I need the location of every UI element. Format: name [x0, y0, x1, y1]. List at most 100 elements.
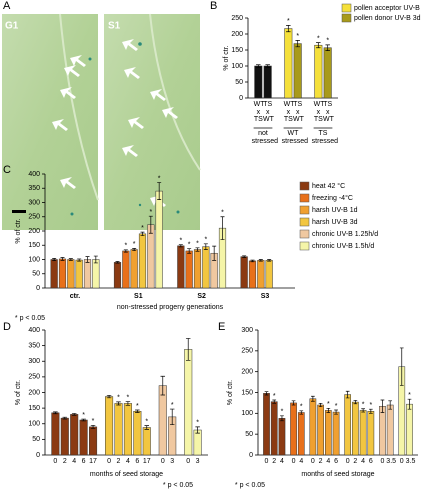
error-bar: [295, 40, 300, 48]
footnote: * p < 0.05: [235, 482, 265, 489]
error-bar: [264, 391, 269, 396]
bar: [130, 249, 138, 289]
legend-swatch: [299, 217, 310, 227]
y-tick-label: 200: [241, 369, 253, 376]
significance-marker: *: [92, 418, 95, 425]
x-tick-label: S3: [261, 293, 270, 300]
error-bar: [62, 416, 68, 420]
y-tick-label: 50: [245, 431, 253, 438]
y-tick-label: 300: [241, 327, 253, 334]
group-label: TS stressed: [311, 130, 339, 145]
bar: [263, 393, 270, 456]
bar: [359, 410, 367, 456]
photo-label: S1: [108, 21, 121, 32]
legend-swatch: [341, 13, 352, 23]
y-tick-label: 100: [231, 63, 243, 70]
error-bar: [286, 25, 291, 33]
panel-label: D: [3, 321, 11, 333]
x-tick-label: 3.5: [386, 458, 397, 465]
x-tick-label: 4: [326, 458, 331, 465]
significance-marker: *: [179, 238, 182, 245]
error-bar: [195, 247, 200, 252]
significance-marker: *: [281, 409, 284, 416]
y-tick-label: 300: [28, 199, 40, 206]
bar: [240, 256, 248, 289]
error-bar: [368, 408, 373, 414]
y-tick-label: 0: [239, 95, 243, 102]
bar: [323, 47, 332, 99]
significance-marker: *: [188, 242, 191, 249]
x-tick-label: 0: [291, 458, 296, 465]
significance-marker: *: [136, 403, 139, 410]
error-bar: [291, 400, 296, 406]
significance-marker: *: [362, 402, 365, 409]
x-tick-label: 2: [353, 458, 358, 465]
bar: [185, 250, 193, 289]
significance-marker: *: [287, 18, 290, 25]
x-tick-label: 6: [368, 458, 373, 465]
error-bar: [399, 347, 404, 386]
bar: [75, 259, 83, 289]
legend-label: chronic UV-B 1.25h/d: [312, 231, 378, 238]
panel-label: B: [210, 0, 217, 12]
photo-label: G1: [5, 21, 19, 32]
bar: [352, 401, 359, 456]
error-bar: [135, 409, 140, 413]
significance-marker: *: [196, 241, 199, 248]
significance-marker: *: [127, 394, 130, 401]
error-bar: [85, 256, 90, 263]
error-bar: [106, 394, 112, 399]
y-tick-label: 100: [28, 421, 40, 428]
significance-marker: *: [221, 210, 224, 217]
bar: [248, 260, 257, 289]
footnote: * p < 0.05: [163, 482, 193, 489]
error-bar: [272, 399, 277, 404]
error-bar: [325, 44, 330, 51]
panel-label: A: [3, 0, 11, 12]
y-tick-label: 200: [28, 389, 40, 396]
x-tick-label: WT x TS: [313, 101, 325, 123]
error-bar: [203, 243, 208, 250]
y-tick-label: 150: [241, 389, 253, 396]
photo: [2, 14, 98, 230]
bar: [123, 403, 132, 456]
error-bar: [388, 400, 393, 410]
bar: [113, 262, 122, 289]
legend-label: harsh UV-B 1d: [312, 207, 358, 214]
y-tick-label: 0: [36, 285, 40, 292]
bar: [263, 65, 272, 99]
significance-marker: *: [196, 420, 199, 427]
error-bar: [144, 425, 150, 430]
error-bar: [345, 390, 350, 399]
x-tick-label: 4: [299, 458, 304, 465]
error-bar: [195, 426, 200, 434]
error-bar: [250, 259, 255, 263]
footnote: * p < 0.05: [15, 315, 45, 322]
legend-label: pollen acceptor UV-B 3d: [354, 5, 422, 12]
error-bar: [242, 255, 247, 258]
legend-label: harsh UV-B 3d: [312, 219, 358, 226]
error-bar: [299, 410, 304, 415]
y-tick-label: 150: [231, 47, 243, 54]
significance-marker: *: [171, 402, 174, 409]
error-bar: [93, 255, 98, 264]
x-tick-label: 4: [280, 458, 284, 465]
scale-bar: [12, 210, 26, 213]
bar: [184, 349, 193, 456]
error-bar: [267, 259, 272, 262]
x-tick-label: TS x WT: [323, 101, 334, 123]
bar: [379, 406, 386, 456]
y-tick-label: 50: [32, 271, 40, 278]
error-bar: [71, 413, 77, 416]
error-bar: [148, 215, 153, 234]
y-tick-label: 350: [28, 342, 40, 349]
error-bar: [316, 42, 321, 49]
significance-marker: *: [317, 35, 320, 42]
y-tick-label: 200: [231, 31, 243, 38]
bar: [51, 412, 60, 456]
y-tick-label: 250: [28, 374, 40, 381]
significance-marker: *: [82, 412, 85, 419]
x-tick-label: 0: [160, 458, 165, 465]
x-tick-label: TS x WT: [263, 101, 274, 123]
